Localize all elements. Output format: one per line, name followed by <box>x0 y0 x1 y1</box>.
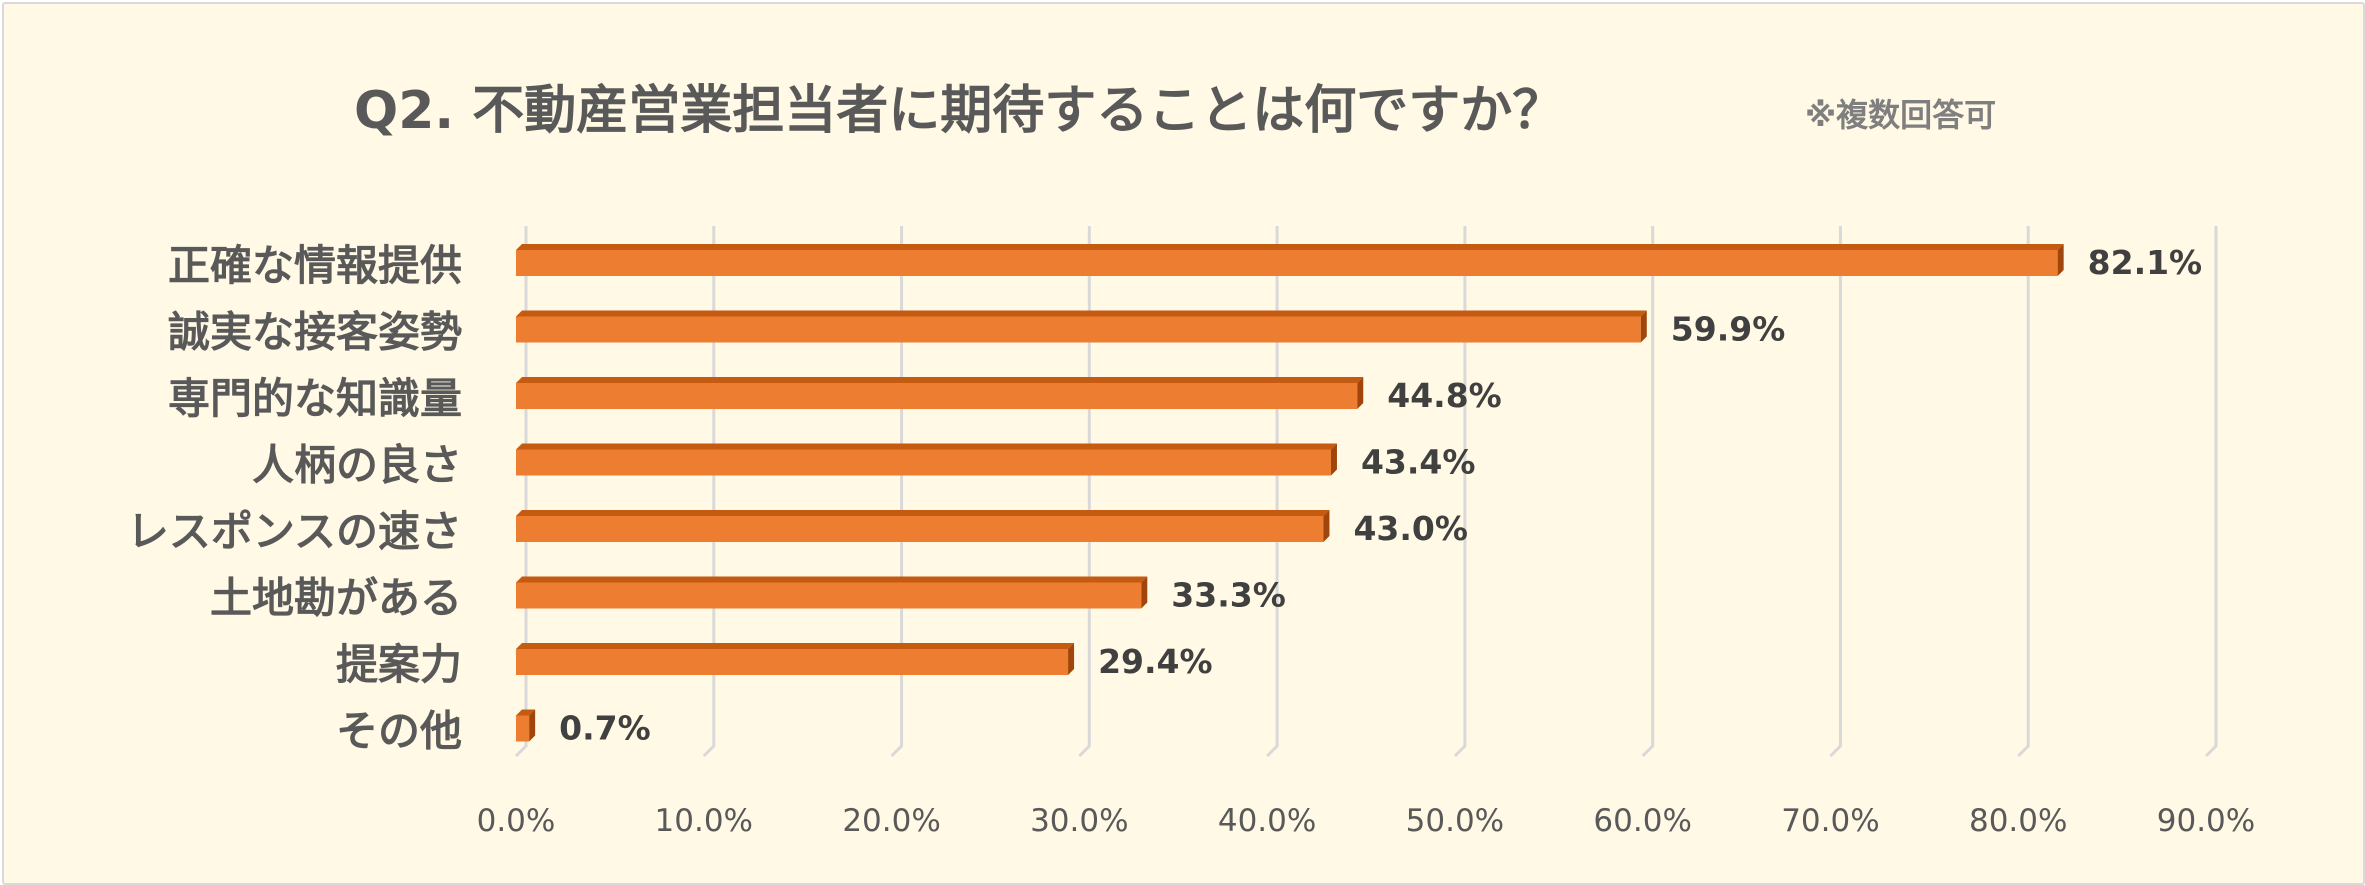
category-label: 誠実な接客姿勢 <box>168 308 462 357</box>
data-label: 44.8% <box>1387 376 1502 415</box>
category-label: 提案力 <box>336 640 462 689</box>
bar-side-face <box>1323 510 1330 542</box>
bar-top-face <box>516 377 1364 383</box>
bar <box>516 250 2058 276</box>
gridlines <box>514 226 2218 758</box>
bar <box>516 582 1142 609</box>
x-tick-label: 50.0% <box>1406 803 1504 839</box>
category-label: レスポンスの速さ <box>127 507 462 556</box>
bar-side-face <box>1141 576 1148 609</box>
data-label: 0.7% <box>559 709 651 748</box>
bar-top-face <box>516 709 536 716</box>
data-label: 33.3% <box>1171 576 1286 615</box>
bar-side-face <box>1330 443 1337 476</box>
gridline <box>514 226 528 758</box>
bar-side-face <box>2057 244 2064 276</box>
category-label: 土地勘がある <box>210 574 462 623</box>
bar <box>516 715 530 742</box>
data-label: 59.9% <box>1671 310 1786 349</box>
bar-side-face <box>1357 377 1364 409</box>
data-label: 43.4% <box>1361 443 1476 482</box>
gridline <box>2017 226 2030 758</box>
x-tick-label: 30.0% <box>1030 803 1128 839</box>
gridline <box>1078 226 1091 758</box>
category-label: 正確な情報提供 <box>168 241 462 290</box>
x-tick-label: 90.0% <box>2157 803 2255 839</box>
gridline <box>1453 226 1467 758</box>
x-tick-label: 80.0% <box>1969 803 2067 839</box>
bar-side-face <box>1068 643 1075 675</box>
chart-title: Q2. 不動産営業担当者に期待することは何ですか？ <box>354 81 1564 141</box>
bar <box>516 316 1641 343</box>
x-tick-label: 20.0% <box>842 803 940 839</box>
gridline <box>1641 226 1655 758</box>
x-tick-label: 60.0% <box>1593 803 1691 839</box>
bar <box>516 383 1358 409</box>
bar-top-face <box>516 576 1148 583</box>
data-label: 82.1% <box>2088 243 2203 282</box>
category-label: その他 <box>336 707 462 756</box>
gridline <box>1266 226 1279 758</box>
gridline <box>702 226 716 758</box>
bar-top-face <box>516 310 1647 317</box>
bar-top-face <box>516 643 1075 649</box>
category-label: 人柄の良さ <box>252 441 462 490</box>
bar-side-face <box>529 709 536 742</box>
data-label: 43.0% <box>1353 509 1468 548</box>
bar-top-face <box>516 244 2064 250</box>
gridline <box>890 226 904 758</box>
category-label: 専門的な知識量 <box>168 374 462 423</box>
bar <box>516 649 1069 675</box>
bar-chart: Q2. 不動産営業担当者に期待することは何ですか？ ※複数回答可 0.0% 10.… <box>127 81 2255 839</box>
gridline <box>2204 226 2218 758</box>
bar <box>516 449 1331 476</box>
bar-top-face <box>516 443 1337 450</box>
x-tick-label: 10.0% <box>655 803 753 839</box>
bar-side-face <box>1640 310 1647 343</box>
x-tick-label: 40.0% <box>1218 803 1316 839</box>
x-tick-label: 0.0% <box>477 803 556 839</box>
bars <box>516 244 2064 742</box>
chart-subtitle: ※複数回答可 <box>1805 96 1996 134</box>
x-tick-label: 70.0% <box>1781 803 1879 839</box>
bar <box>516 516 1324 542</box>
data-label: 29.4% <box>1098 642 1213 681</box>
labels: 0.0% 10.0% 20.0% 30.0% 40.0% 50.0% 60.0% 70.0% 8… <box>127 241 2255 839</box>
bar-top-face <box>516 510 1330 516</box>
gridline <box>1829 226 1842 758</box>
